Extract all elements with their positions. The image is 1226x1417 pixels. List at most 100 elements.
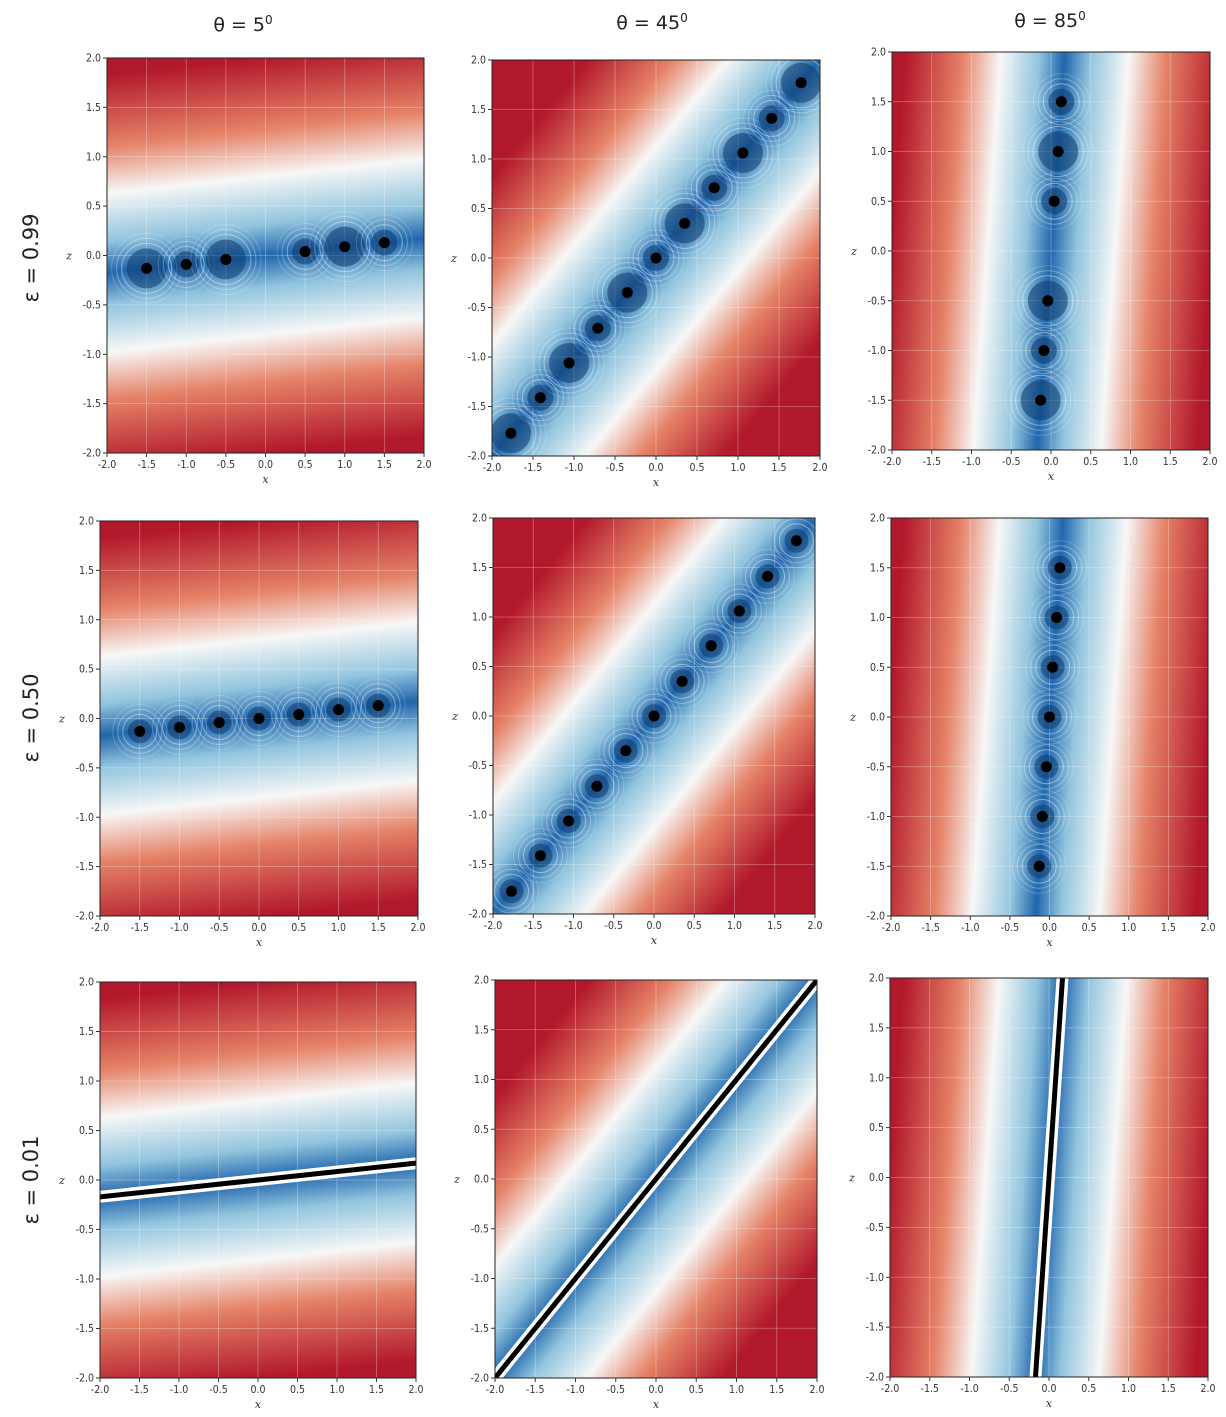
panel-2-1: -2.0 -1.5 -1.0 -0.5 0.0 0.5 1.0 1.5 2.0 -2.0 -1.5 -… [58, 516, 425, 950]
field-contour [1032, 540, 1088, 596]
y-tick-label: 2.0 [471, 55, 486, 67]
x-tick-label: 1.0 [729, 1384, 744, 1396]
field-contour [511, 369, 569, 427]
field-contour [516, 374, 564, 422]
field-contour [1032, 73, 1090, 131]
x-tick-label: -1.0 [962, 456, 980, 468]
x-tick-label: -2.0 [484, 920, 502, 932]
x-tick-label: 2.0 [1200, 922, 1215, 934]
field-contour [551, 803, 587, 839]
y-axis-label: z [848, 1172, 855, 1185]
field-contour [1030, 644, 1076, 690]
x-tick-label: -2.0 [881, 1383, 899, 1395]
field-contour [685, 159, 743, 217]
x-tick-label: 2.0 [809, 1384, 824, 1396]
field-contour [1027, 121, 1089, 182]
x-tick-label: 0.0 [251, 922, 266, 934]
y-tick-label: -2.0 [866, 1372, 884, 1384]
y-tick-label: 2.0 [79, 516, 94, 528]
y-tick-label: 0.5 [474, 1124, 489, 1136]
y-tick-label: -1.0 [76, 1274, 94, 1286]
y-tick-label: -1.0 [868, 345, 886, 357]
field-contour [355, 214, 413, 272]
field-contour [690, 164, 738, 212]
field-contour [121, 242, 173, 294]
y-tick-label: -0.5 [867, 761, 885, 773]
y-tick-label: -0.5 [83, 299, 101, 311]
field-lines [1029, 978, 1069, 1377]
x-tick-label: -1.0 [565, 462, 583, 474]
field-contour [707, 117, 779, 189]
field-lines [100, 1157, 416, 1203]
charge-point [620, 745, 632, 757]
field-contour [1021, 848, 1057, 884]
charge-point [737, 147, 749, 159]
field-contour [319, 221, 371, 273]
y-tick-label: 0.0 [471, 253, 486, 265]
charge-point [174, 721, 185, 733]
charge-point [506, 885, 518, 897]
y-tick-label: -2.0 [471, 1373, 489, 1385]
y-tick-label: -2.0 [468, 451, 486, 463]
x-axis-label: x [1048, 470, 1055, 483]
field-contour [1037, 545, 1083, 591]
y-tick-label: -2.0 [868, 445, 886, 457]
x-tick-label: -1.5 [130, 1384, 148, 1396]
field-contour [1012, 265, 1084, 337]
charge-point [790, 535, 802, 547]
field-contour [522, 838, 558, 874]
grid [100, 521, 418, 916]
charge-point [1052, 146, 1064, 157]
y-tick-label: -1.5 [868, 395, 886, 407]
y-axis-label: z [451, 710, 458, 723]
line-charge [495, 980, 817, 1378]
field-contour [716, 588, 762, 634]
x-tick-label: 1.0 [331, 922, 346, 934]
y-tick-label: 0.0 [870, 712, 885, 724]
x-tick-label: -1.0 [566, 1384, 584, 1396]
y-tick-label: 1.5 [474, 1024, 489, 1036]
charge-point [339, 241, 351, 253]
y-tick-label: -0.5 [76, 1224, 94, 1236]
field-contour [493, 863, 540, 914]
field-contour [631, 693, 677, 739]
y-axis-label: z [58, 713, 65, 726]
x-tick-label: 0.5 [290, 1384, 305, 1396]
charge-point [213, 716, 225, 728]
x-tick-label: 1.0 [1121, 922, 1136, 934]
field-lines [1011, 540, 1088, 894]
field-contour [122, 713, 158, 749]
y-tick-label: 1.5 [86, 102, 101, 114]
field-contour [1035, 649, 1071, 685]
x-tick-label: 1.0 [730, 462, 745, 474]
charge-point [180, 258, 192, 270]
field-contour [157, 704, 202, 750]
field-contour [521, 379, 559, 417]
field-contour [533, 327, 605, 399]
field-contour [236, 696, 282, 741]
field-contour [360, 688, 396, 724]
field-contour [1023, 744, 1069, 790]
x-tick-label: 0.5 [687, 920, 702, 932]
y-tick-label: -1.5 [866, 1322, 884, 1334]
x-tick-label: 0.0 [1043, 456, 1058, 468]
x-tick-label: -0.5 [210, 922, 228, 934]
x-tick-label: 2.0 [416, 459, 431, 471]
field-contour [743, 89, 801, 147]
field-contour [569, 299, 627, 357]
x-axis-label: x [1046, 936, 1053, 949]
field-contour [1035, 182, 1073, 220]
field-lines [111, 211, 413, 304]
x-tick-label: 1.5 [1163, 456, 1178, 468]
charge-point [299, 246, 311, 258]
y-tick-label: 1.5 [79, 565, 94, 577]
x-tick-label: 0.5 [291, 922, 306, 934]
x-tick-label: -2.0 [91, 922, 109, 934]
x-tick-label: -2.0 [486, 1384, 504, 1396]
x-axis-label: x [653, 476, 660, 489]
field-contour [191, 694, 247, 750]
y-tick-label: -1.0 [469, 810, 487, 822]
field-contour [773, 518, 815, 564]
y-tick-label: -2.0 [83, 448, 101, 460]
x-tick-label: 0.0 [250, 1384, 265, 1396]
